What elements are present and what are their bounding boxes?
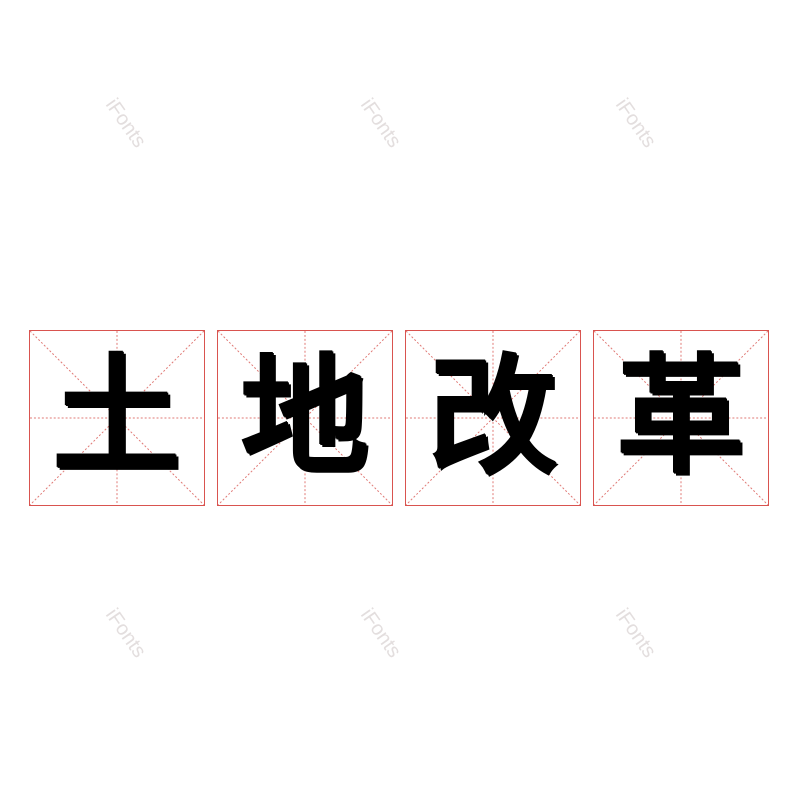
character-grid-4: 革: [593, 330, 769, 506]
character: 土: [52, 343, 181, 492]
grid-guides: [406, 331, 580, 505]
watermark: iFonts: [356, 94, 406, 152]
grid-guides: [594, 331, 768, 505]
character: 革: [616, 343, 745, 492]
watermark: iFonts: [611, 604, 661, 662]
watermark: iFonts: [101, 604, 151, 662]
character: 改: [428, 343, 557, 492]
watermark: iFonts: [356, 604, 406, 662]
grid-guides: [218, 331, 392, 505]
watermark: iFonts: [611, 94, 661, 152]
character-grid-2: 地: [217, 330, 393, 506]
watermark: iFonts: [101, 94, 151, 152]
character: 地: [240, 343, 369, 492]
character-grid-1: 土: [29, 330, 205, 506]
grid-guides: [30, 331, 204, 505]
character-grid-3: 改: [405, 330, 581, 506]
